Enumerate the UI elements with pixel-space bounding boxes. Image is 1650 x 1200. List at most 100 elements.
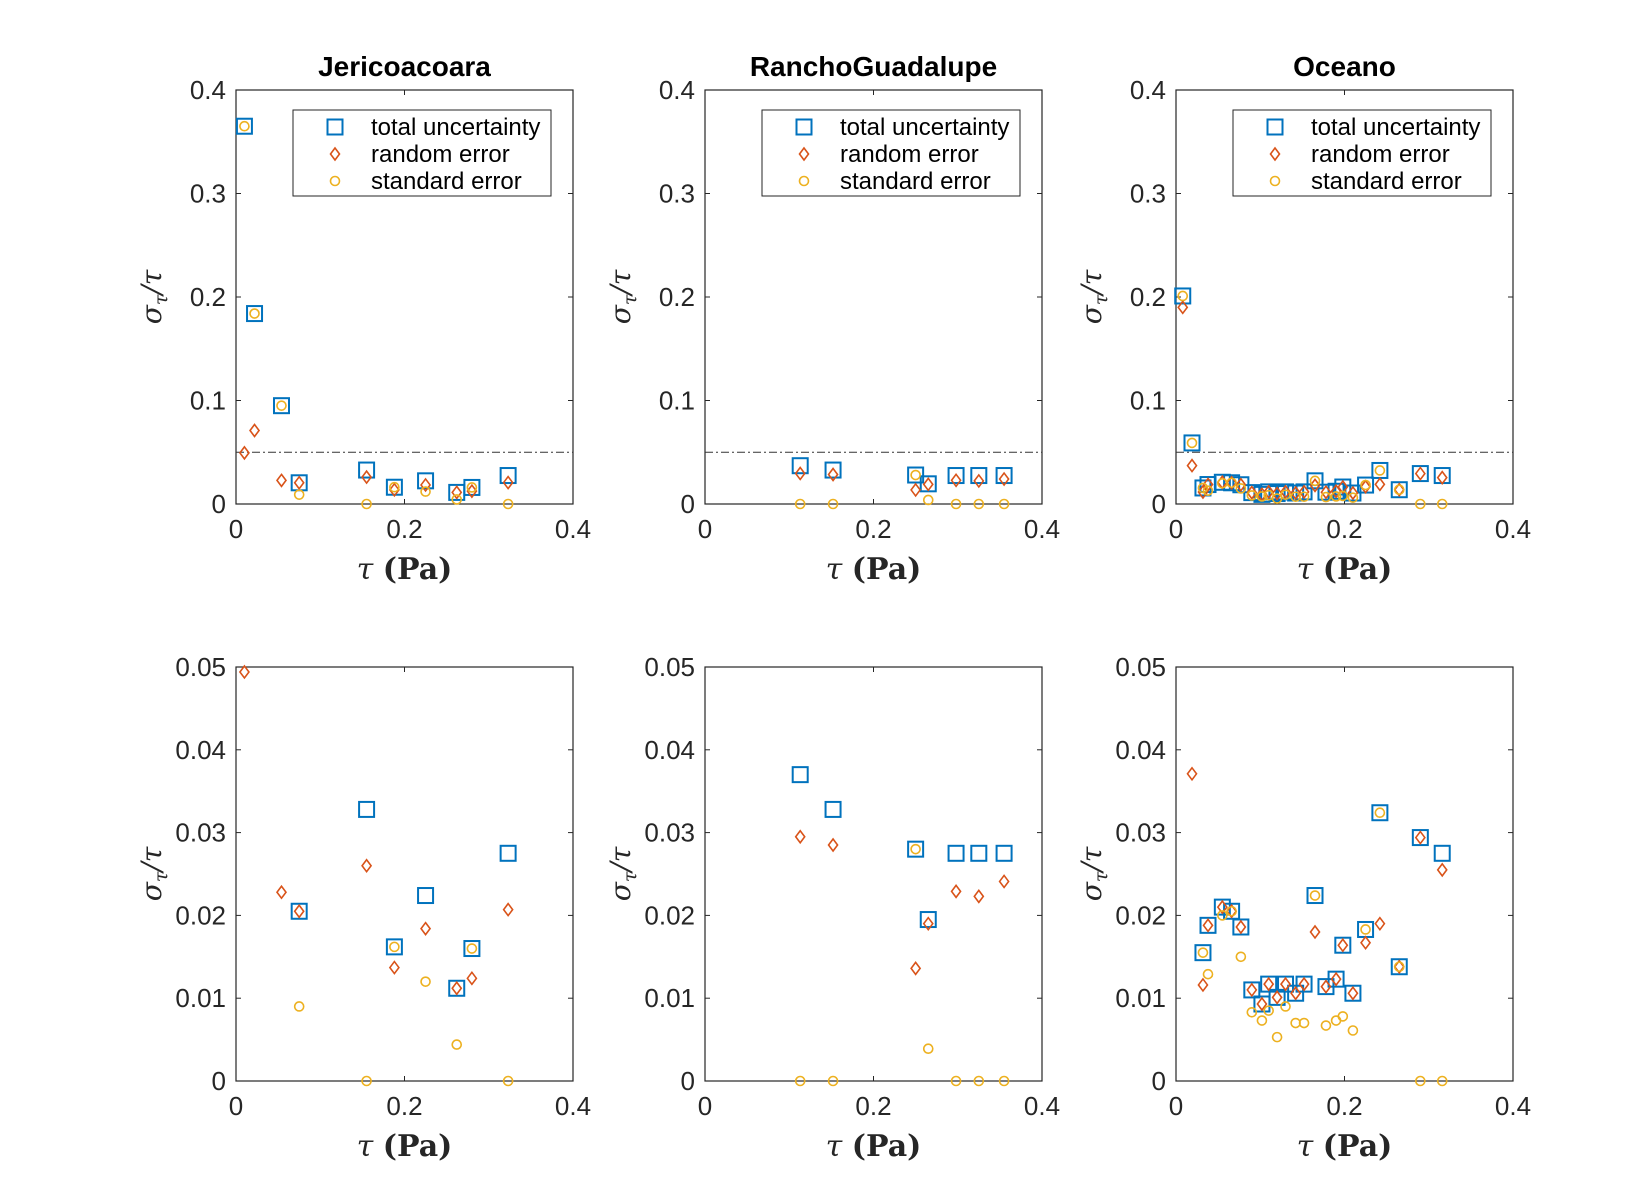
panel-title: RanchoGuadalupe — [750, 51, 997, 82]
diamond-point — [1186, 458, 1198, 473]
legend-box — [761, 109, 1021, 197]
x-tick-label: 0.2 — [1326, 514, 1362, 544]
diamond-point — [1360, 935, 1372, 951]
legend-label: standard error — [371, 168, 522, 195]
circle-point — [1202, 485, 1214, 496]
panel-5: 0 0.2 0.400.010.020.030.040.05τ (Pa)στ/τ — [604, 652, 1060, 1164]
legend-marker-square — [326, 118, 344, 136]
circle-point — [998, 498, 1010, 510]
x-tick-label: 0.4 — [1024, 1091, 1060, 1121]
square-point — [1183, 434, 1201, 452]
y-axis-label: στ/τ — [135, 269, 172, 324]
square-point — [1390, 481, 1408, 499]
x-tick-label: 0.2 — [855, 1091, 891, 1121]
circle-point — [361, 498, 372, 510]
diamond-point — [1226, 903, 1238, 919]
circle-point — [1360, 479, 1371, 491]
x-axis-label-unit: (Pa) — [1323, 1129, 1393, 1164]
square-point — [499, 844, 517, 862]
square-point — [824, 461, 842, 479]
y-axis-label-subscript: τ — [150, 294, 172, 305]
y-axis-label-subscript: τ — [1090, 294, 1112, 305]
x-tick-label: 0.2 — [386, 514, 422, 544]
y-tick-label: 0.04 — [644, 735, 695, 765]
diamond-point — [1235, 919, 1247, 935]
diamond-point — [1393, 959, 1405, 975]
y-tick-label: 0.03 — [1115, 818, 1166, 848]
circle-point — [1298, 1017, 1310, 1029]
square-point — [1295, 975, 1313, 993]
y-axis-label-subscript: τ — [150, 871, 172, 882]
circle-point — [389, 941, 400, 953]
square-point — [791, 457, 809, 475]
circle-point — [1309, 475, 1321, 487]
circle-point — [502, 498, 514, 510]
legend-marker-circle — [329, 175, 341, 187]
diamond-point — [1271, 486, 1283, 501]
square-point — [385, 938, 403, 956]
y-axis-label-rest: /τ — [135, 269, 168, 297]
circle-point — [1309, 890, 1321, 901]
circle-point — [293, 489, 305, 500]
data-points — [1174, 287, 1451, 510]
square-point — [1194, 944, 1212, 962]
circle-point — [922, 494, 934, 506]
x-axis-label: τ (Pa) — [826, 552, 922, 587]
y-tick-label: 0 — [212, 1066, 226, 1096]
square-point — [1306, 472, 1324, 490]
square-point — [290, 902, 308, 920]
diamond-point — [1337, 937, 1349, 953]
diamond-point — [420, 477, 432, 493]
circle-point — [420, 976, 431, 987]
data-points — [791, 766, 1013, 1087]
diamond-point — [1290, 985, 1302, 1001]
legend-label: total uncertainty — [840, 114, 1009, 141]
square-point — [1411, 465, 1429, 483]
y-axis-label-rest: /τ — [1075, 846, 1108, 874]
diamond-point — [1347, 985, 1359, 1001]
x-tick-label: 0.4 — [1495, 514, 1531, 544]
y-axis-label-rest: /τ — [604, 846, 637, 874]
circle-point — [502, 1075, 514, 1087]
circle-point — [1337, 1011, 1349, 1022]
y-tick-label: 0.02 — [644, 900, 695, 930]
diamond-point — [275, 884, 287, 900]
diamond-point — [238, 445, 250, 461]
circle-point — [827, 1075, 839, 1087]
square-point — [1411, 829, 1429, 847]
diamond-point — [1197, 484, 1209, 500]
y-tick-label: 0.01 — [1115, 983, 1166, 1013]
circle-point — [1280, 1001, 1291, 1012]
diamond-point — [1263, 484, 1275, 500]
circle-point — [1256, 491, 1268, 502]
panel-6: 0 0.2 0.400.010.020.030.040.05τ (Pa)στ/τ — [1075, 652, 1531, 1164]
series-random-error — [1186, 766, 1448, 1012]
square-point — [1334, 936, 1352, 954]
legend-label: random error — [840, 141, 979, 168]
legend-marker-circle — [1269, 175, 1281, 187]
x-tick-label: 0 — [229, 1091, 243, 1121]
circle-point — [1280, 489, 1291, 500]
square-point — [947, 844, 965, 862]
series-total-uncertainty — [235, 117, 517, 501]
x-tick-label: 0.2 — [855, 514, 891, 544]
circle-point — [1271, 493, 1283, 504]
y-axis-label-sigma: σ — [1075, 881, 1108, 901]
y-tick-label: 0.1 — [659, 386, 695, 416]
x-axis-label-symbol: τ — [357, 552, 383, 587]
circle-point — [827, 498, 839, 510]
x-axis-label-unit: (Pa) — [852, 552, 922, 587]
y-tick-label: 0.01 — [644, 983, 695, 1013]
diamond-point — [1246, 485, 1258, 500]
square-point — [907, 840, 925, 858]
legend-label: total uncertainty — [371, 114, 540, 141]
square-point — [1371, 804, 1389, 822]
square-point — [463, 940, 481, 958]
circle-point — [1202, 968, 1214, 980]
series-standard-error — [794, 843, 1010, 1087]
y-axis-label-sigma: σ — [135, 881, 168, 901]
circle-point — [1393, 961, 1405, 973]
diamond-point — [388, 482, 400, 498]
diamond-point — [361, 858, 373, 874]
